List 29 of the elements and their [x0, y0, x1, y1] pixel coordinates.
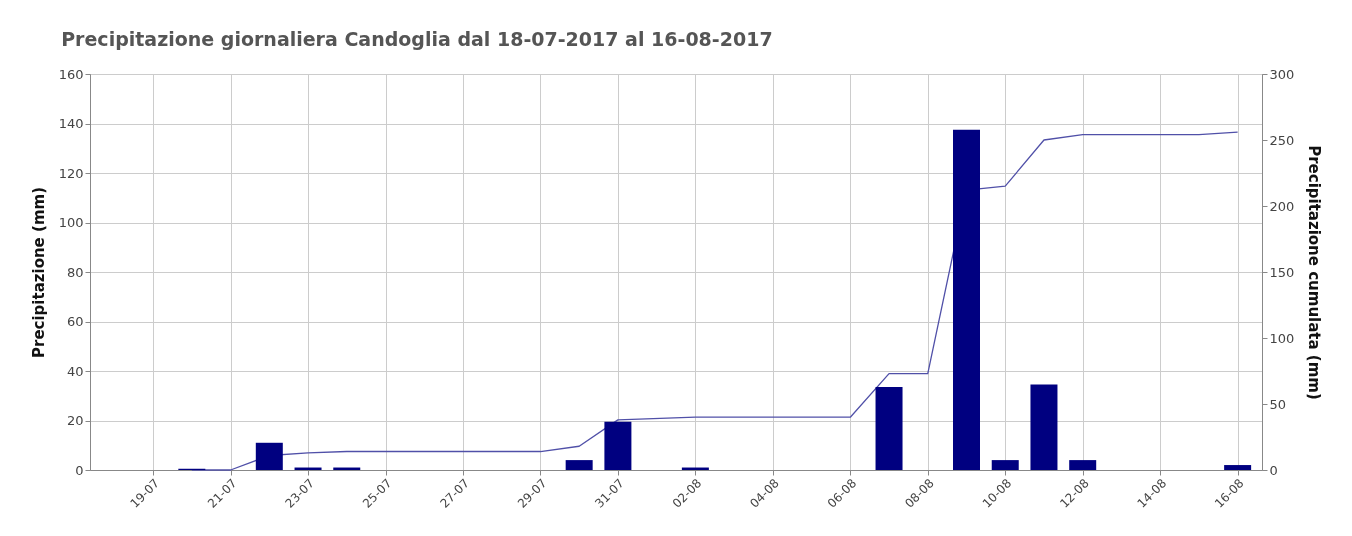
y2-tick-label: 200 [1269, 198, 1295, 214]
y-tick-label: 100 [58, 215, 84, 230]
y2-tick-label: 300 [1269, 66, 1295, 82]
y2-axis-title: Precipitazione cumulata (mm) [1305, 145, 1324, 400]
bar [953, 129, 980, 470]
bar [1069, 460, 1097, 470]
bar [604, 421, 632, 470]
y-tick-label: 0 [75, 462, 84, 478]
y-tick-label: 140 [58, 116, 84, 131]
y-tick-label: 20 [66, 413, 84, 428]
chart-title: Precipitazione giornaliera Candoglia dal 18-07-2017 al 16-08-2017 [61, 28, 773, 50]
y-tick-label: 40 [66, 363, 84, 379]
bar [565, 460, 593, 470]
y2-tick-label: 250 [1269, 132, 1295, 148]
y2-tick-label: 100 [1269, 330, 1295, 346]
y-tick-label: 160 [58, 66, 84, 82]
bar [1030, 384, 1058, 470]
y-axis-title: Precipitazione (mm) [29, 187, 48, 358]
y2-tick-label: 150 [1269, 264, 1295, 280]
bar [991, 460, 1019, 470]
y-tick-label: 120 [58, 165, 84, 181]
y2-tick-label: 0 [1269, 462, 1278, 478]
bar [255, 442, 283, 470]
y2-tick-label: 50 [1269, 396, 1287, 412]
bar [1224, 465, 1252, 470]
y-tick-label: 60 [66, 314, 84, 329]
y-tick-label: 80 [66, 264, 84, 280]
line-series [191, 131, 1239, 471]
bar [875, 387, 903, 470]
